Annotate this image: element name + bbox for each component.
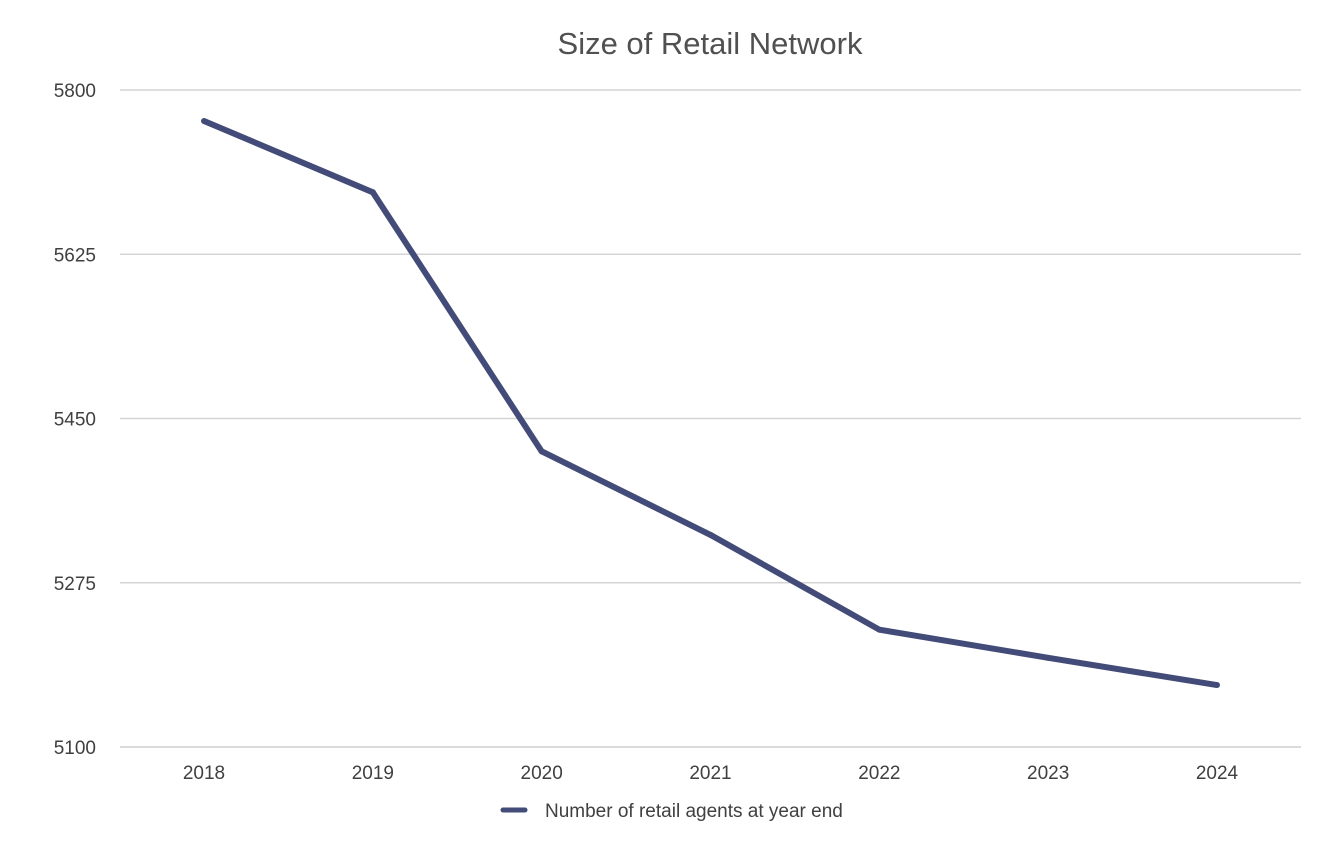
y-tick-label: 5100	[54, 738, 96, 759]
data-point	[1045, 654, 1052, 661]
y-tick-label: 5800	[54, 81, 96, 102]
x-tick-label: 2020	[521, 763, 563, 784]
x-tick-label: 2021	[689, 763, 731, 784]
legend: Number of retail agents at year end	[500, 801, 843, 822]
x-tick-label: 2022	[858, 763, 900, 784]
gridlines	[120, 89, 1301, 748]
series-lines	[201, 117, 1220, 689]
data-point	[876, 626, 883, 633]
data-point	[1214, 682, 1220, 689]
data-point	[707, 531, 714, 538]
x-axis-tick-labels: 2018 2019 2020 2021 2022 2023 2024	[183, 763, 1239, 784]
chart-title: Size of Retail Network	[558, 26, 863, 61]
x-tick-label: 2024	[1196, 763, 1239, 784]
y-axis-tick-labels: 5100 5275 5450 5625 5800	[54, 81, 96, 759]
y-tick-label: 5625	[54, 245, 96, 266]
legend-label: Number of retail agents at year end	[545, 801, 843, 822]
data-point	[201, 117, 207, 124]
data-point	[369, 189, 376, 196]
y-tick-label: 5450	[54, 410, 96, 431]
x-tick-label: 2023	[1027, 763, 1069, 784]
x-tick-label: 2019	[352, 763, 394, 784]
y-tick-label: 5275	[54, 574, 96, 595]
series-line	[202, 118, 1218, 689]
x-tick-label: 2018	[183, 763, 225, 784]
data-point	[538, 448, 545, 455]
